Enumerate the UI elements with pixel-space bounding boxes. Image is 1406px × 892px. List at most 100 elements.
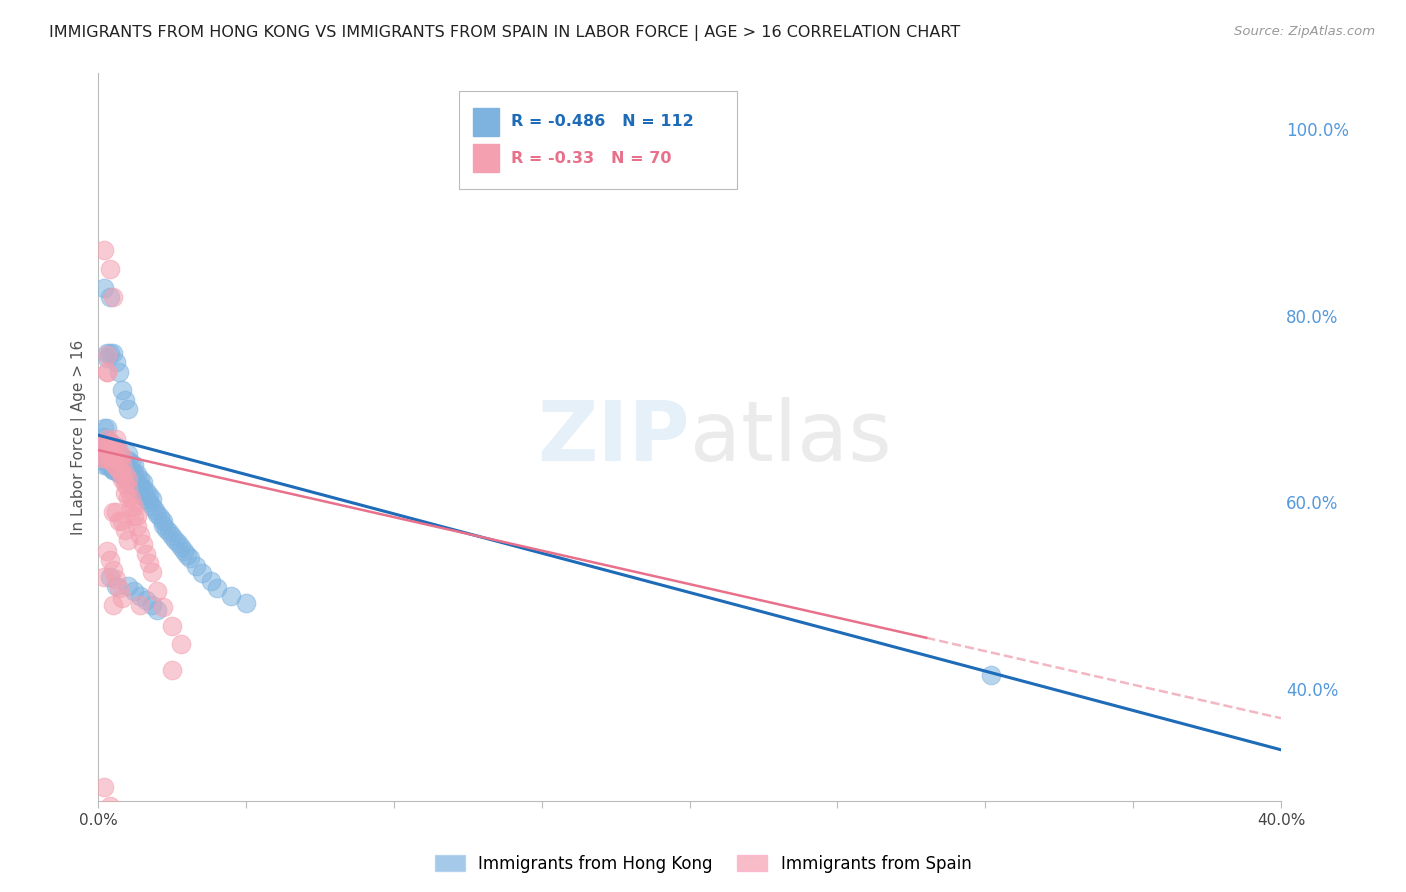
Point <box>141 598 163 612</box>
Point <box>980 668 1002 682</box>
Point <box>138 556 160 570</box>
Point <box>90 444 112 458</box>
Point <box>135 593 157 607</box>
Point <box>117 466 139 480</box>
Point <box>135 484 157 499</box>
Point <box>131 482 153 496</box>
Point <box>90 450 112 465</box>
Point <box>138 488 160 502</box>
Point <box>131 475 153 489</box>
Point <box>98 447 121 461</box>
Point <box>108 582 131 596</box>
Point <box>98 434 121 449</box>
Point <box>98 798 121 813</box>
Point <box>90 453 112 467</box>
Point <box>221 589 243 603</box>
Point <box>117 453 139 467</box>
Point <box>98 449 121 463</box>
Point <box>105 355 128 369</box>
Point <box>117 491 139 505</box>
Point <box>111 466 134 480</box>
Point <box>96 450 118 465</box>
Point <box>152 517 174 532</box>
Point <box>111 514 134 528</box>
Point <box>101 563 124 577</box>
Point <box>98 453 121 467</box>
Point <box>122 478 145 492</box>
Point <box>93 430 115 444</box>
Point <box>108 514 131 528</box>
Point <box>235 596 257 610</box>
Legend: Immigrants from Hong Kong, Immigrants from Spain: Immigrants from Hong Kong, Immigrants fr… <box>427 848 979 880</box>
Point <box>117 482 139 496</box>
Point <box>93 244 115 258</box>
Point <box>96 434 118 449</box>
Point <box>120 456 142 470</box>
Point <box>131 537 153 551</box>
Point <box>114 467 136 482</box>
Point <box>125 475 148 489</box>
Point <box>135 491 157 506</box>
Point <box>120 476 142 491</box>
Point <box>120 491 142 505</box>
Point <box>96 453 118 467</box>
Point <box>149 510 172 524</box>
Point <box>162 664 184 678</box>
Point <box>114 467 136 482</box>
Point <box>122 458 145 472</box>
Point <box>98 453 121 467</box>
Point <box>146 584 169 599</box>
Point <box>135 547 157 561</box>
Point <box>96 351 118 365</box>
Point <box>101 458 124 472</box>
Point <box>105 450 128 465</box>
Point <box>101 449 124 463</box>
Point <box>98 290 121 304</box>
Point <box>90 439 112 453</box>
Point <box>141 499 163 513</box>
Point <box>122 584 145 599</box>
Point <box>96 449 118 463</box>
Point <box>117 579 139 593</box>
FancyBboxPatch shape <box>474 108 499 136</box>
Point <box>179 551 201 566</box>
Point <box>111 449 134 463</box>
Point <box>143 503 166 517</box>
Point <box>96 544 118 558</box>
Point <box>117 472 139 486</box>
Point <box>146 603 169 617</box>
Point <box>117 472 139 486</box>
Point <box>152 599 174 614</box>
Point <box>96 421 118 435</box>
Point <box>105 432 128 446</box>
Point <box>111 591 134 605</box>
Point <box>96 432 118 446</box>
Point <box>98 459 121 474</box>
Text: Source: ZipAtlas.com: Source: ZipAtlas.com <box>1234 25 1375 38</box>
Point <box>114 459 136 474</box>
Point <box>93 449 115 463</box>
Point <box>98 434 121 449</box>
Point <box>101 447 124 461</box>
Point <box>162 618 184 632</box>
Point <box>105 505 128 519</box>
Point <box>105 579 128 593</box>
Point <box>105 442 128 456</box>
Point <box>170 540 193 554</box>
Point <box>120 500 142 514</box>
Point <box>108 459 131 474</box>
Point <box>176 548 198 562</box>
Point <box>96 348 118 362</box>
Text: R = -0.33   N = 70: R = -0.33 N = 70 <box>512 151 672 166</box>
Point <box>96 449 118 463</box>
Point <box>122 472 145 486</box>
Point <box>152 514 174 528</box>
Point <box>128 598 150 612</box>
Point <box>93 570 115 584</box>
Point <box>117 533 139 547</box>
Point <box>157 525 180 540</box>
Point <box>114 392 136 407</box>
Point <box>122 466 145 480</box>
Point <box>93 281 115 295</box>
Point <box>98 570 121 584</box>
